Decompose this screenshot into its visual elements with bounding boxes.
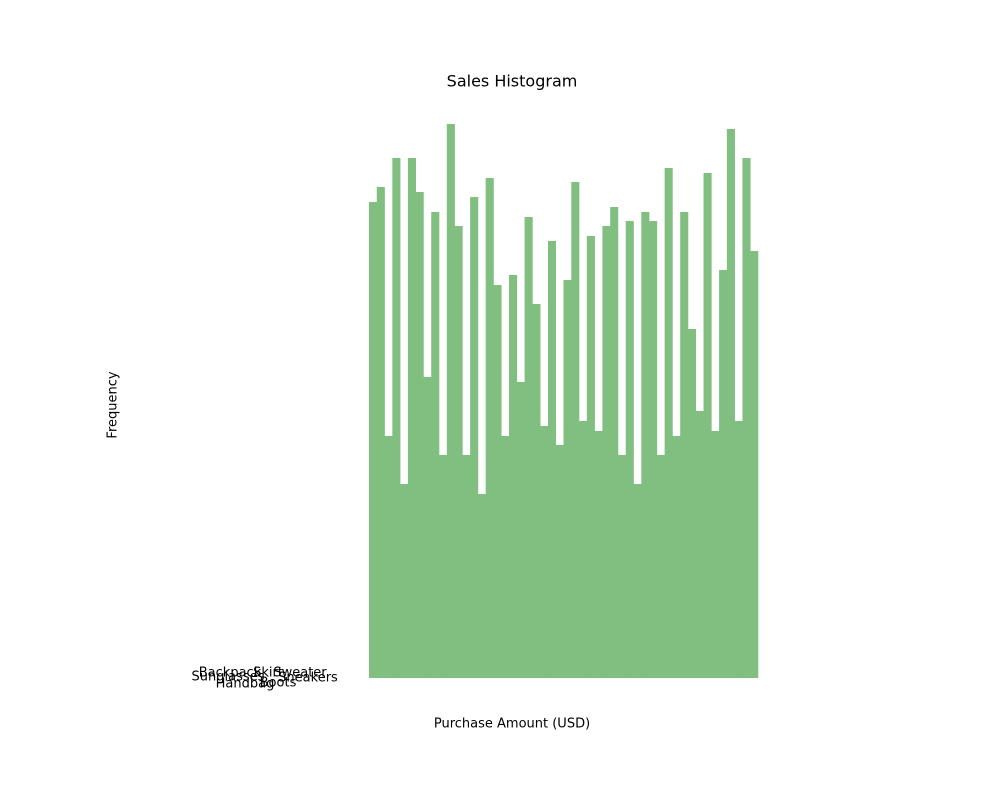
bar	[649, 221, 658, 678]
bar	[610, 207, 619, 678]
bar	[711, 431, 720, 678]
bar	[540, 426, 549, 678]
bar	[672, 436, 681, 678]
bar	[734, 421, 743, 678]
bar	[439, 455, 448, 678]
bar	[586, 236, 595, 678]
bar	[719, 270, 728, 678]
bar	[477, 494, 486, 678]
bar	[579, 421, 588, 678]
bar	[641, 212, 650, 678]
bar	[687, 329, 697, 678]
bar	[633, 484, 642, 678]
x-axis-label: Purchase Amount (USD)	[434, 717, 590, 732]
bar	[750, 251, 759, 678]
chart-title: Sales Histogram	[447, 72, 578, 91]
bar	[501, 436, 510, 678]
bar	[680, 212, 689, 678]
bar	[384, 436, 393, 678]
bar	[571, 182, 580, 678]
bar	[509, 275, 518, 678]
bar	[407, 158, 416, 678]
category-label: Boots	[260, 676, 297, 691]
bar	[563, 280, 572, 678]
bar	[423, 377, 432, 678]
bar	[470, 197, 479, 678]
category-label: Sneakers	[278, 671, 338, 686]
bar	[532, 304, 541, 678]
bar	[376, 187, 385, 678]
bar	[392, 158, 401, 678]
bar	[415, 192, 424, 678]
bar	[446, 124, 455, 678]
bar	[555, 445, 564, 678]
category-label: Backpack	[199, 666, 262, 681]
bar	[625, 221, 634, 678]
bar	[454, 226, 463, 678]
bar	[656, 455, 665, 678]
category-label: Sweater	[273, 666, 327, 681]
bar	[664, 168, 673, 678]
bar	[594, 431, 603, 678]
bar	[431, 212, 440, 678]
bar	[742, 158, 751, 678]
bar	[524, 217, 533, 678]
bar	[695, 411, 704, 678]
bar	[369, 202, 378, 678]
bar	[602, 226, 611, 678]
bar	[516, 382, 525, 678]
bar	[703, 173, 712, 678]
bar	[485, 178, 494, 678]
bar	[547, 241, 557, 678]
bar	[493, 285, 502, 678]
bar	[400, 484, 409, 678]
bar	[726, 129, 735, 678]
category-label: Skirt	[253, 666, 283, 681]
category-label: Sunglasses	[192, 670, 265, 685]
bar	[617, 455, 627, 678]
bar	[462, 455, 471, 678]
y-axis-label: Frequency	[106, 371, 121, 438]
category-label: Handbag	[216, 677, 275, 692]
